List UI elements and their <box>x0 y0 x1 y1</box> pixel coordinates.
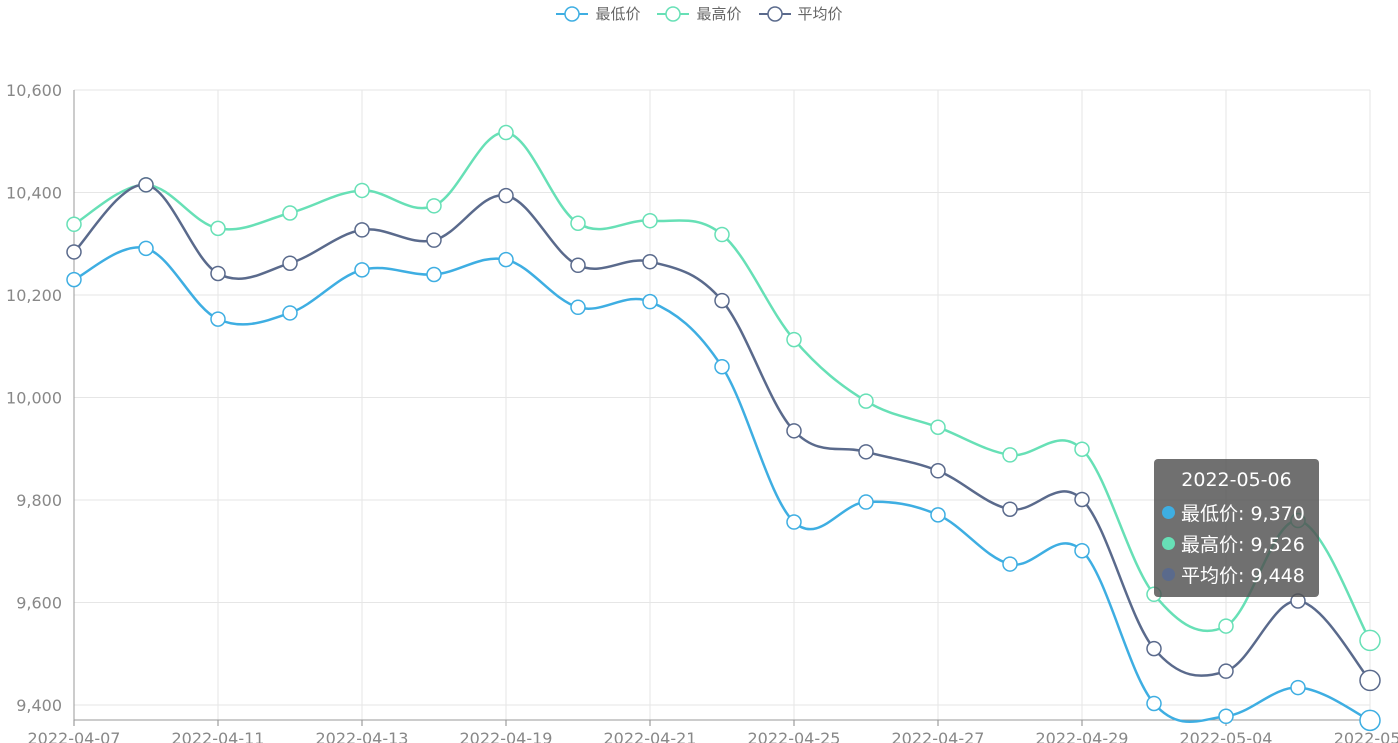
x-tick-label: 2022-04-11 <box>172 729 265 743</box>
data-point-min <box>858 494 874 510</box>
data-point-avg <box>210 265 226 282</box>
tooltip-dot-max <box>1162 537 1175 550</box>
data-point-avg <box>498 187 514 204</box>
x-tick-label: 2022-04-25 <box>748 729 841 743</box>
data-point-avg <box>282 255 298 271</box>
data-point-min <box>1290 679 1306 696</box>
data-point-min <box>426 266 442 283</box>
data-point-max <box>1359 629 1381 652</box>
x-tick-label: 2022-04-27 <box>892 729 985 743</box>
x-tick-label: 2022-04-19 <box>460 729 553 743</box>
data-point-avg <box>930 463 946 479</box>
y-tick-label: 10,600 <box>6 81 62 100</box>
tooltip-dot-avg <box>1162 568 1175 581</box>
tooltip-text-max: 最高价: 9,526 <box>1181 534 1305 556</box>
data-point-min <box>1002 556 1018 572</box>
legend-label-min: 最低价 <box>595 5 641 23</box>
legend-item-min[interactable]: 最低价 <box>555 3 640 24</box>
legend-label-max: 最高价 <box>696 5 742 23</box>
data-point-min <box>786 514 802 530</box>
data-point-avg <box>354 222 370 238</box>
data-point-max <box>1074 441 1090 458</box>
data-point-avg <box>570 257 586 274</box>
tooltip-text-avg: 平均价: 9,448 <box>1181 565 1305 587</box>
y-tick-label: 9,400 <box>16 696 62 715</box>
x-tick-label: 2022-04-13 <box>316 729 409 743</box>
data-point-avg <box>858 444 874 460</box>
data-point-max <box>786 331 802 348</box>
data-point-max <box>210 220 226 237</box>
data-point-max <box>1218 618 1234 634</box>
data-point-max <box>642 212 658 229</box>
series-line-avg <box>73 183 1371 682</box>
data-point-min <box>66 271 82 288</box>
data-point-avg <box>642 253 658 270</box>
data-point-avg <box>1146 640 1162 657</box>
data-point-avg <box>426 232 442 248</box>
data-point-avg <box>138 177 154 193</box>
y-tick-label: 9,800 <box>16 491 62 510</box>
y-tick-label: 9,600 <box>16 594 62 613</box>
data-point-max <box>930 419 946 435</box>
data-point-avg <box>1218 663 1234 679</box>
legend-item-max[interactable]: 最高价 <box>656 3 742 24</box>
data-point-min <box>354 262 370 278</box>
data-point-min <box>498 251 514 268</box>
x-tick-label: 2022-04-07 <box>28 729 121 743</box>
legend-line-circle-icon <box>758 5 791 22</box>
data-point-avg <box>1359 669 1381 692</box>
data-point-min <box>1074 542 1090 559</box>
tooltip: 2022-05-06 最低价: 9,370 最高价: 9,526 平均价: 9,… <box>1154 459 1319 597</box>
data-point-max <box>354 182 370 199</box>
data-point-avg <box>66 244 82 260</box>
data-point-min <box>282 305 298 321</box>
tooltip-text-min: 最低价: 9,370 <box>1181 503 1305 525</box>
data-point-max <box>498 124 514 141</box>
data-point-min <box>642 293 658 310</box>
series-line-max <box>73 131 1372 642</box>
x-tick-label: 2022-04-21 <box>604 729 697 743</box>
data-point-max <box>570 215 586 231</box>
data-point-min <box>1146 695 1162 712</box>
x-tick-label: 2022-04-29 <box>1036 729 1129 743</box>
tooltip-row-min: 最低价: 9,370 <box>1162 497 1311 528</box>
data-point-avg <box>1074 491 1090 508</box>
tooltip-row-avg: 平均价: 9,448 <box>1162 559 1311 590</box>
data-point-min <box>714 359 730 375</box>
tooltip-dot-min <box>1162 506 1175 519</box>
data-point-avg <box>786 423 802 439</box>
x-tick-label: 2022-05-04 <box>1180 729 1273 743</box>
y-tick-label: 10,000 <box>6 389 62 408</box>
data-point-min <box>930 507 946 523</box>
data-point-min <box>1218 708 1234 725</box>
legend-line-circle-icon <box>556 5 589 22</box>
tooltip-row-max: 最高价: 9,526 <box>1162 528 1311 559</box>
data-point-avg <box>1002 501 1018 517</box>
data-point-min <box>210 311 226 327</box>
data-point-min <box>138 240 154 257</box>
data-point-max <box>66 216 82 233</box>
legend: 最低价 最高价 平均价 <box>0 3 1398 24</box>
data-point-max <box>1002 447 1018 463</box>
data-point-min <box>570 299 586 316</box>
data-point-min <box>1359 709 1381 732</box>
legend-item-avg[interactable]: 平均价 <box>758 3 843 24</box>
data-point-max <box>858 393 874 409</box>
legend-label-avg: 平均价 <box>797 5 843 23</box>
data-point-max <box>426 198 442 214</box>
legend-line-circle-icon <box>657 5 690 22</box>
y-tick-label: 10,200 <box>6 286 62 305</box>
data-point-max <box>714 226 730 243</box>
data-point-avg <box>714 292 730 309</box>
x-tick-label: 2022-05- <box>1334 729 1398 743</box>
tooltip-title: 2022-05-06 <box>1181 469 1292 491</box>
data-point-max <box>282 205 298 221</box>
y-tick-label: 10,400 <box>6 184 62 203</box>
